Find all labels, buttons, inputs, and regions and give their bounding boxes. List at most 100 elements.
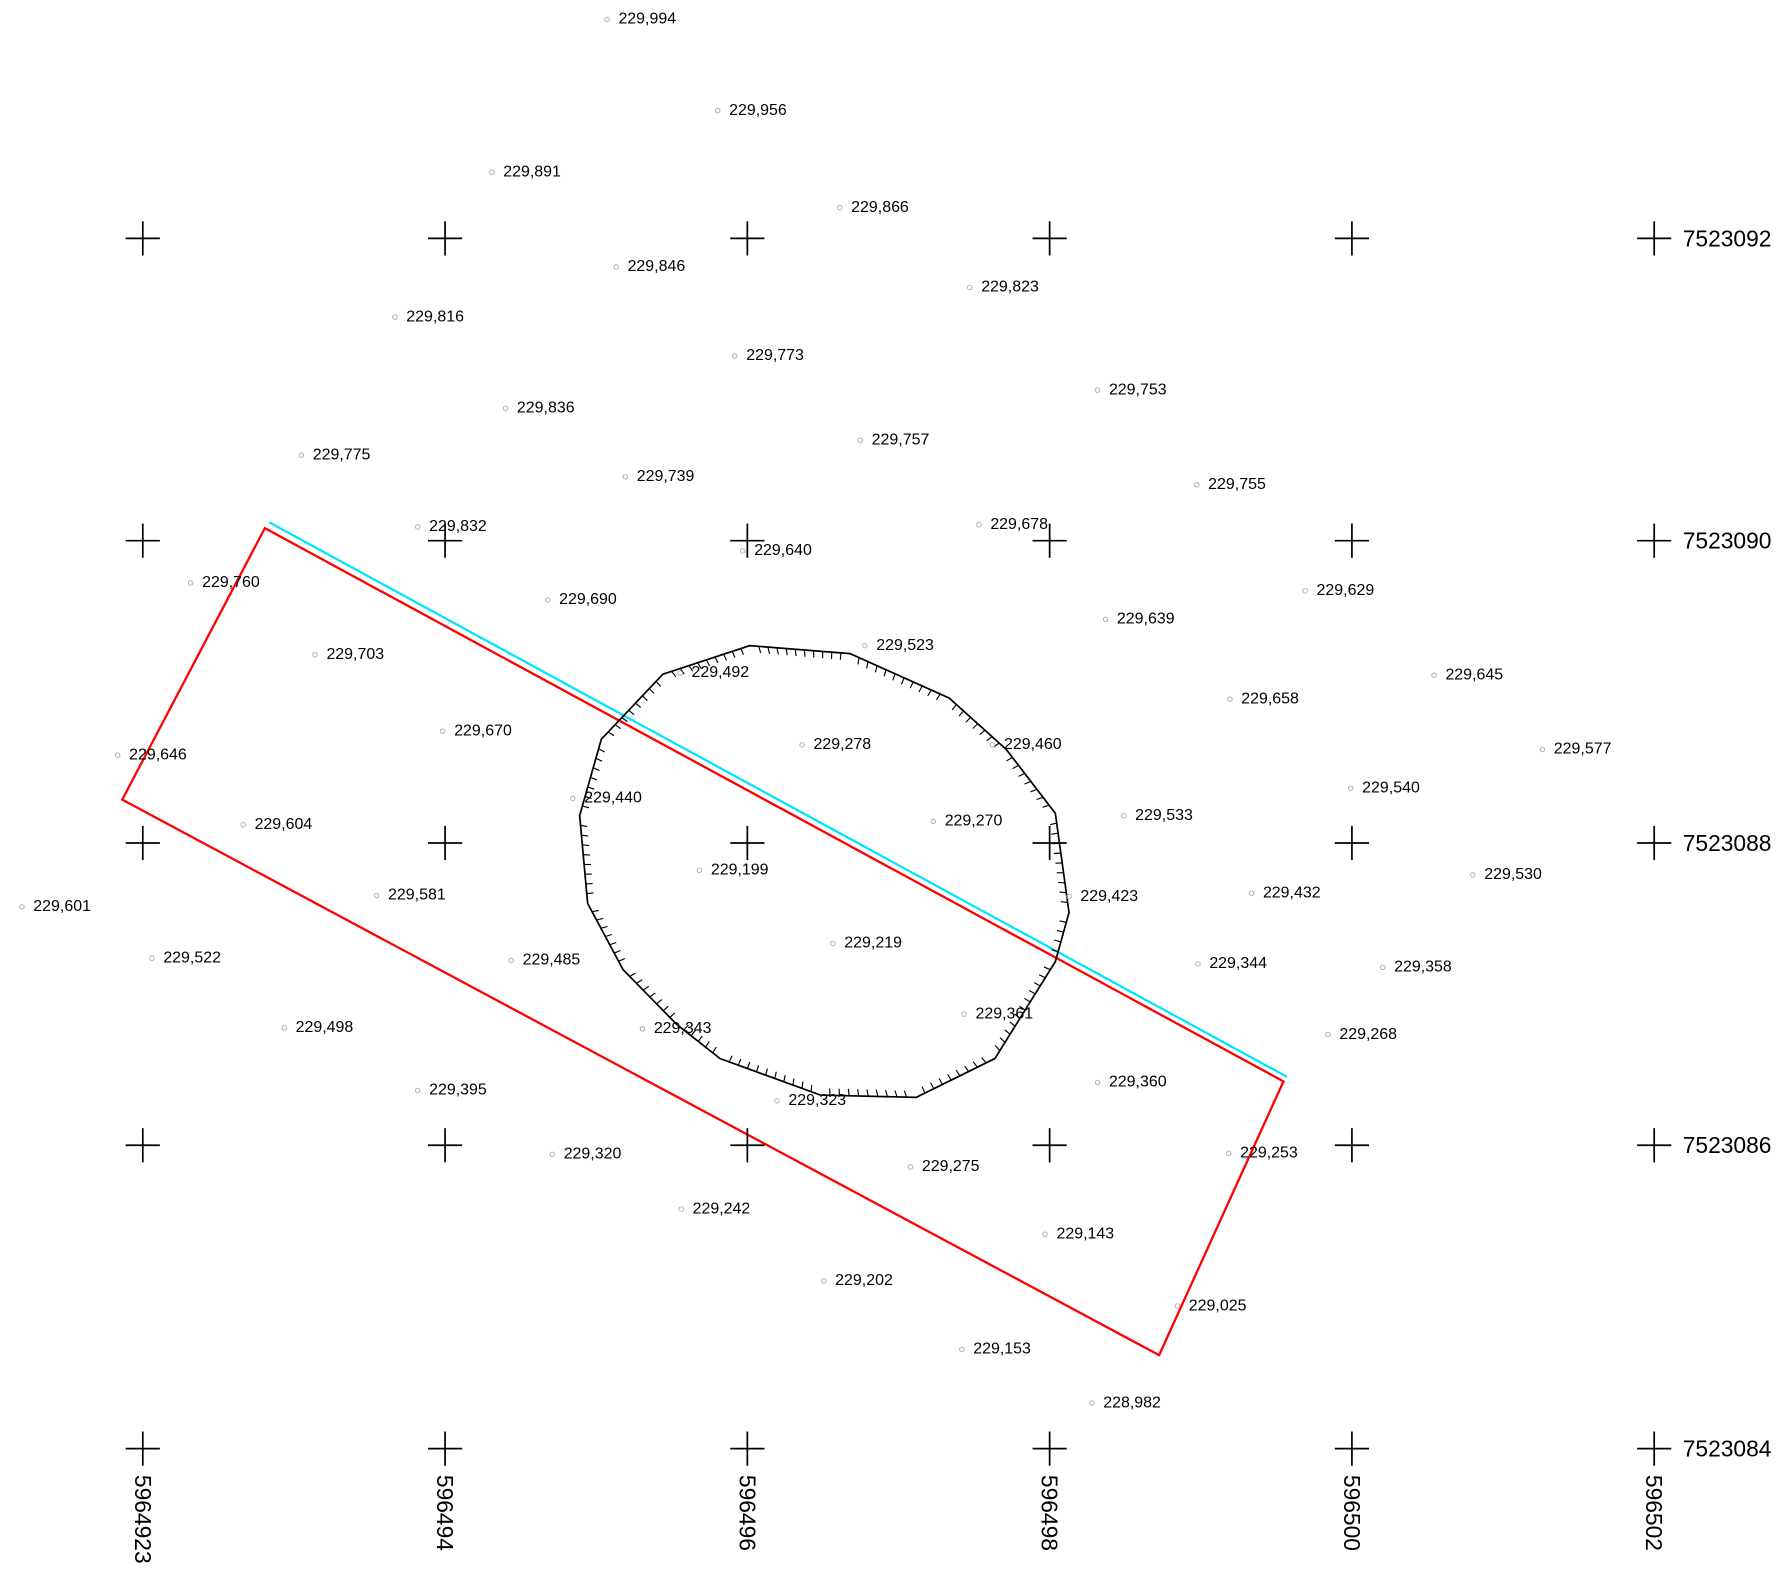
spot-height-label: 229,773 (746, 347, 804, 364)
spot-height-label: 229,670 (454, 722, 512, 739)
spot-height-label: 229,994 (618, 11, 676, 28)
hachure (783, 1074, 786, 1082)
hachure (792, 1078, 795, 1086)
y-grid-label: 7523084 (1683, 1436, 1772, 1462)
hachure (648, 688, 655, 694)
hachure (1014, 1013, 1021, 1019)
hachure (964, 1065, 970, 1072)
hachure (705, 1041, 710, 1048)
hachure (598, 748, 605, 753)
hachure (794, 649, 797, 657)
spot-point (440, 728, 446, 734)
spot-point (837, 204, 843, 211)
spot-point (622, 474, 629, 480)
spot-height-label: 229,846 (628, 258, 686, 275)
hachure (596, 917, 604, 921)
hachure (758, 646, 762, 654)
spot-height-label: 229,832 (429, 518, 487, 535)
hachure (958, 710, 964, 717)
y-grid-label: 7523086 (1683, 1132, 1772, 1158)
hachure (1049, 822, 1057, 826)
spot-point (1042, 1231, 1048, 1237)
hachure (581, 834, 589, 837)
hachure (705, 659, 711, 667)
hachure (1059, 920, 1067, 923)
spot-point (1539, 746, 1546, 753)
hachure (662, 1005, 669, 1012)
hachure (885, 1089, 888, 1097)
spot-point (298, 452, 305, 458)
hachure (587, 786, 595, 790)
hachure (874, 665, 878, 673)
spot-height-label: 229,540 (1362, 779, 1420, 796)
spot-height-label: 229,268 (1339, 1026, 1397, 1043)
hachure (994, 1045, 1001, 1051)
hachure (981, 1057, 987, 1064)
hachure (1051, 832, 1059, 835)
hachure (774, 1071, 777, 1079)
hachure (737, 1058, 742, 1066)
spot-point (604, 16, 610, 23)
spot-height-label: 229,423 (1080, 888, 1138, 905)
spot-point (639, 1026, 646, 1032)
hachure (613, 949, 621, 954)
spot-height-label: 229,577 (1554, 741, 1612, 758)
hachure (979, 729, 986, 736)
spot-point (1094, 387, 1101, 393)
spot-point (508, 957, 514, 964)
spot-height-label: 229,690 (559, 591, 617, 608)
spot-point (549, 1151, 556, 1158)
hachure (697, 1035, 703, 1042)
x-grid-label: 596496 (734, 1475, 760, 1551)
hachure (972, 723, 979, 729)
hachure (955, 1069, 961, 1077)
hachure (723, 653, 728, 661)
hachure (1036, 796, 1044, 801)
spot-height-label: 229,343 (654, 1020, 712, 1037)
hachure (595, 757, 603, 762)
hachure (1004, 1029, 1011, 1035)
x-grid-label: 596494 (432, 1475, 458, 1551)
hachure (1028, 989, 1036, 995)
spot-height-label: 229,646 (129, 746, 187, 763)
spot-point (414, 1087, 421, 1094)
spot-point (489, 169, 495, 175)
hachure (1012, 764, 1019, 770)
spot-height-label: 229,492 (691, 664, 749, 681)
hachure (591, 909, 599, 913)
spot-point (1094, 1079, 1101, 1086)
hachure (690, 1030, 696, 1037)
hachure (607, 731, 615, 737)
spot-height-label: 229,639 (1117, 611, 1175, 628)
hachure (586, 892, 594, 895)
hachure (1009, 1021, 1016, 1027)
hachure (909, 681, 914, 689)
hachure (951, 704, 957, 711)
hachure (629, 972, 636, 977)
spot-height-label: 229,956 (729, 102, 787, 119)
hachure (1042, 804, 1050, 808)
spot-height-label: 229,816 (406, 308, 464, 325)
hachure (999, 1037, 1006, 1043)
spot-height-label: 229,604 (255, 816, 313, 833)
spot-point (1248, 890, 1255, 896)
hachure (1030, 788, 1038, 793)
spot-height-label: 229,640 (754, 542, 812, 559)
spot-point (149, 955, 155, 961)
spot-point (281, 1025, 287, 1031)
spot-point (570, 795, 576, 802)
hachure (1051, 948, 1059, 953)
spot-height-label: 229,757 (872, 432, 930, 449)
hachure (712, 1046, 717, 1054)
hachure (635, 702, 642, 709)
spot-point (187, 580, 194, 586)
spot-height-label: 229,320 (564, 1146, 622, 1163)
boundary-rectangle (120, 526, 1285, 1357)
spot-point (502, 405, 509, 412)
spot-height-label: 228,982 (1103, 1394, 1161, 1411)
spot-point (1121, 812, 1127, 819)
hachure (883, 669, 887, 677)
hachure (839, 652, 842, 660)
x-grid-label: 5964923 (130, 1475, 156, 1564)
spot-point (862, 642, 868, 649)
